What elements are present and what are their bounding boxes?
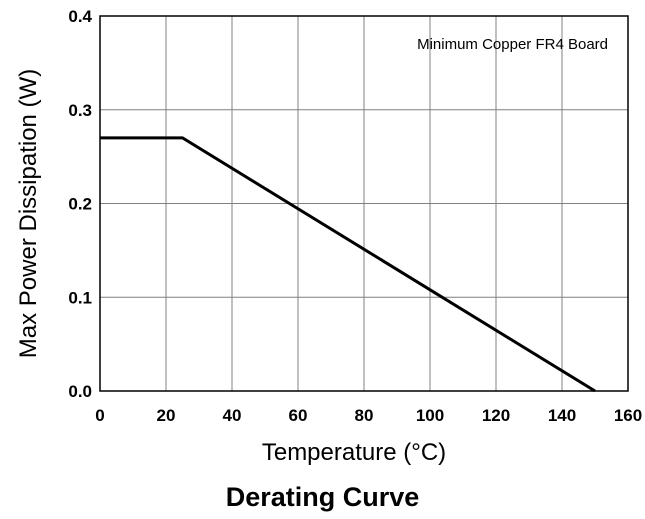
series-line	[100, 136, 596, 393]
grid-lines	[100, 16, 628, 391]
x-tick-label: 160	[614, 406, 642, 425]
x-tick-label: 120	[482, 406, 510, 425]
y-tick-label: 0.2	[68, 195, 92, 214]
y-tick-label: 0.0	[68, 382, 92, 401]
x-tick-labels: 0 20 40 60 80 100 120 140 160	[95, 406, 642, 425]
y-tick-label: 0.1	[68, 288, 92, 307]
x-tick-label: 140	[548, 406, 576, 425]
x-tick-label: 0	[95, 406, 104, 425]
annotation-label: Minimum Copper FR4 Board	[417, 36, 608, 53]
y-axis-title: Max Power Dissipation (W)	[15, 69, 42, 358]
y-tick-label: 0.3	[68, 101, 92, 120]
y-tick-label: 0.4	[68, 7, 92, 26]
x-tick-label: 80	[355, 406, 374, 425]
x-tick-label: 20	[157, 406, 176, 425]
x-tick-label: 40	[223, 406, 242, 425]
derating-chart: 0 20 40 60 80 100 120 140 160 0.0 0.1 0.2 0.3 0.4 Mi…	[15, 7, 642, 466]
y-tick-labels: 0.0 0.1 0.2 0.3 0.4	[68, 7, 92, 401]
x-tick-label: 100	[416, 406, 444, 425]
x-tick-label: 60	[289, 406, 308, 425]
plot-frame	[99, 15, 629, 392]
figure-caption: Derating Curve	[225, 482, 420, 512]
x-axis-title: Temperature (°C)	[262, 439, 446, 466]
